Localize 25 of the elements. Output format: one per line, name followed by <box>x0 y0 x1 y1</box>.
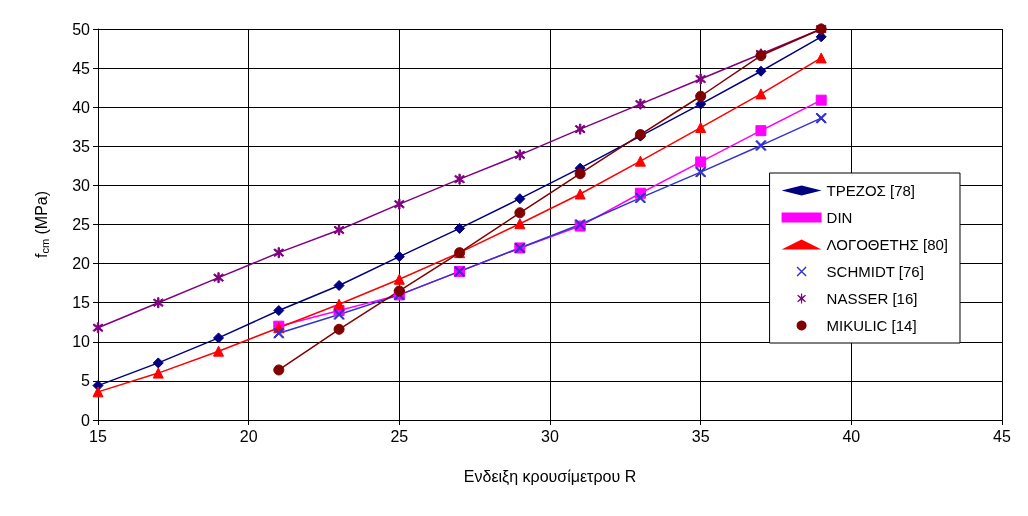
y-tick-label: 40 <box>72 98 91 116</box>
legend-label: SCHMIDT [76] <box>826 263 924 280</box>
y-tick-label: 30 <box>72 176 91 194</box>
x-tick-label: 20 <box>239 427 258 445</box>
x-tick-label: 45 <box>993 427 1011 445</box>
legend-label: NASSER [16] <box>826 290 918 307</box>
y-tick-label: 0 <box>81 411 91 429</box>
legend-label: ΛΟΓΟΘΕΤΗΣ [80] <box>826 236 949 253</box>
x-axis-title: Ενδειξη κρουσίμετρου R <box>463 467 637 486</box>
legend-label: DIN <box>826 209 853 226</box>
y-tick-label: 15 <box>72 294 91 312</box>
x-tick-label: 35 <box>691 427 710 445</box>
y-tick-label: 10 <box>72 333 91 351</box>
y-tick-label: 25 <box>72 216 91 233</box>
y-tick-label: 35 <box>72 137 91 155</box>
y-tick-label: 50 <box>72 20 91 38</box>
y-tick-label: 20 <box>72 255 91 273</box>
x-tick-label: 30 <box>541 427 559 445</box>
x-tick-label: 25 <box>390 427 409 445</box>
legend-label: ΤΡΕΖΟΣ [78] <box>826 182 916 199</box>
x-tick-label: 40 <box>842 427 861 445</box>
y-axis-title: fcm (MPa) <box>33 190 51 259</box>
y-tick-label: 45 <box>72 59 91 77</box>
y-tick-label: 5 <box>81 372 91 390</box>
legend-label: MIKULIC [14] <box>826 317 917 334</box>
